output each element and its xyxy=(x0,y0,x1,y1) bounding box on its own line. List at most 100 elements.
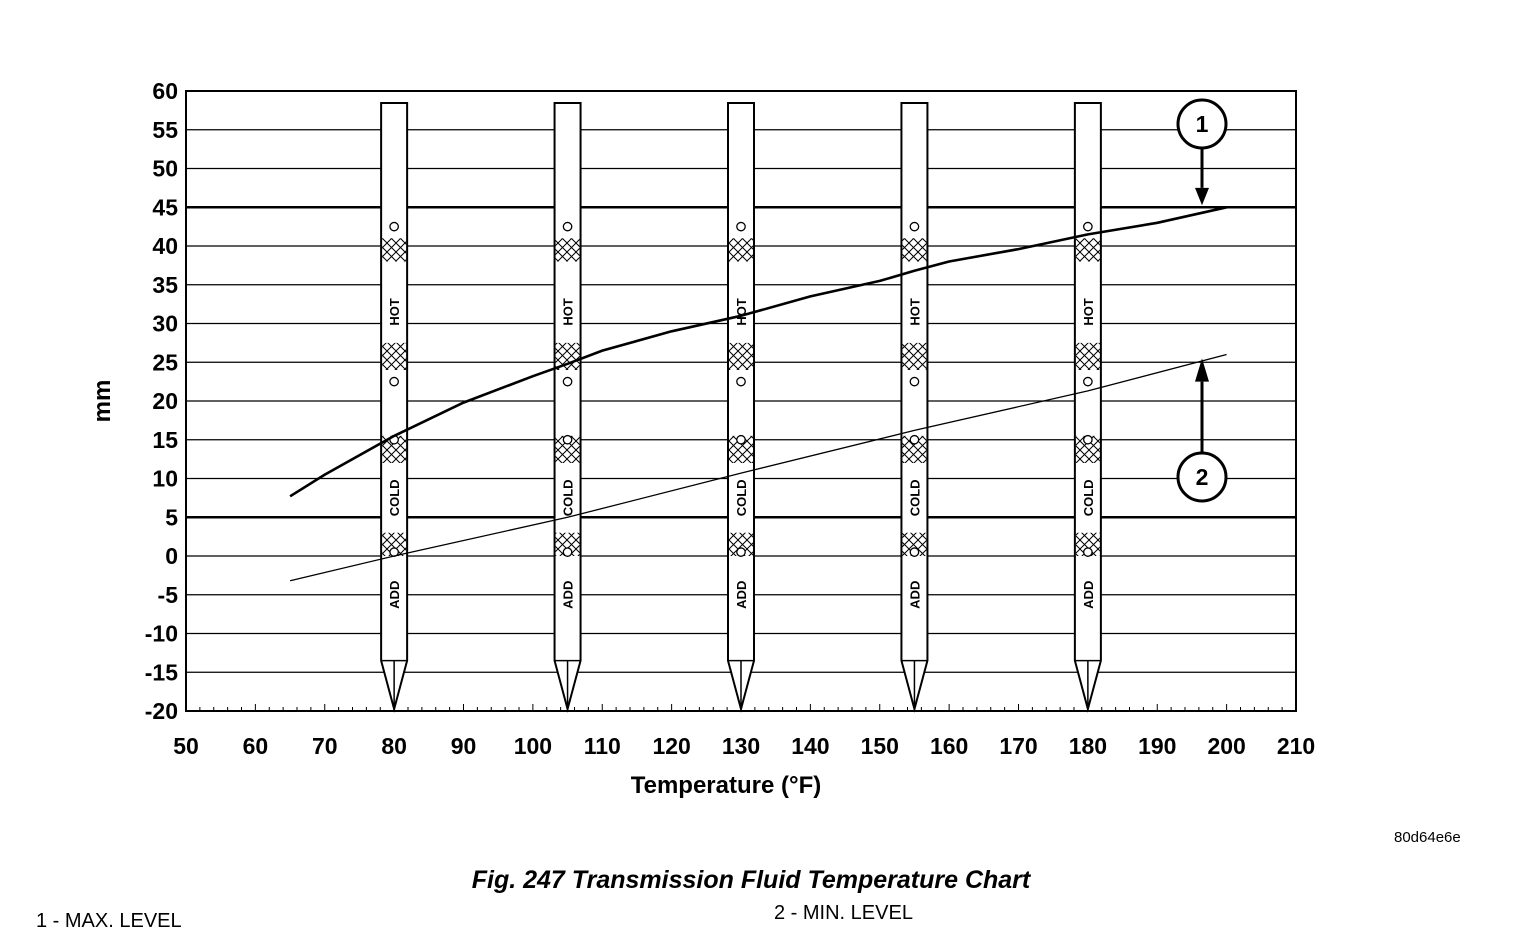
dipstick-cold-label: COLD xyxy=(1081,479,1096,516)
dipstick: ADD COLD HOT xyxy=(900,102,929,713)
x-tick-label: 50 xyxy=(173,733,199,759)
dipstick-hatch xyxy=(729,238,753,262)
dipstick: ADD COLD HOT xyxy=(1073,102,1102,713)
dipstick-hatch xyxy=(902,532,927,556)
y-tick-label: 15 xyxy=(152,427,178,453)
dipstick-add-label: ADD xyxy=(734,581,749,609)
x-tick-label: 90 xyxy=(451,733,477,759)
x-tick-labels: 50 60 70 80 90 100 110 120 130 140 150 160 170 180 190… xyxy=(173,733,1315,759)
dipstick: ADD COLD HOT xyxy=(380,102,409,713)
y-tick-label: 35 xyxy=(152,272,178,298)
dipstick-hole xyxy=(736,547,746,557)
x-tick-label: 210 xyxy=(1277,733,1315,759)
y-tick-label: 10 xyxy=(152,466,178,492)
dipstick-hatch xyxy=(729,532,753,556)
y-tick-label: -20 xyxy=(145,698,178,724)
dipstick-hatch xyxy=(555,238,580,262)
x-tick-label: 120 xyxy=(652,733,690,759)
dipstick-hole xyxy=(909,547,920,557)
y-tick-label: -5 xyxy=(158,582,179,608)
callout-1-arrow-head xyxy=(1195,187,1209,206)
dipstick-add-label: ADD xyxy=(387,581,402,609)
dipstick-add-label: ADD xyxy=(1081,581,1096,609)
dipstick-hatch xyxy=(729,342,753,370)
dipstick-hole xyxy=(909,434,920,445)
x-tick-label: 100 xyxy=(514,733,552,759)
dipstick-add-label: ADD xyxy=(561,581,576,609)
x-tick-label: 150 xyxy=(861,733,899,759)
x-tick-label: 180 xyxy=(1069,733,1107,759)
dipstick-hole xyxy=(736,221,746,232)
y-axis-title: mm xyxy=(89,380,116,423)
dipstick-hole xyxy=(1083,221,1093,232)
x-tick-label: 200 xyxy=(1207,733,1245,759)
dipstick: ADD COLD HOT xyxy=(553,102,582,713)
y-tick-label: 50 xyxy=(152,156,178,182)
callout-2: 2 xyxy=(1176,358,1228,503)
x-tick-label: 190 xyxy=(1138,733,1176,759)
callout-2-arrow-head xyxy=(1195,358,1209,382)
y-tick-label: 40 xyxy=(152,233,178,259)
x-tick-label: 80 xyxy=(381,733,407,759)
legend-max-level: 1 - MAX. LEVEL xyxy=(36,910,182,932)
dipstick-hatch xyxy=(1075,342,1100,370)
dipstick-hole xyxy=(736,376,746,387)
callout-1-label: 1 xyxy=(1196,111,1209,137)
dipstick-hole xyxy=(562,547,573,557)
legend-min-level: 2 - MIN. LEVEL xyxy=(774,902,913,924)
x-tick-label: 60 xyxy=(243,733,269,759)
dipstick-cold-label: COLD xyxy=(387,479,402,516)
y-tick-label: -15 xyxy=(145,659,178,685)
dipstick-body xyxy=(727,102,755,713)
dipstick-hole xyxy=(389,221,399,232)
dipstick-cold-label: COLD xyxy=(734,479,749,516)
dipstick-body xyxy=(900,102,929,713)
dipstick-hole xyxy=(562,221,573,232)
y-tick-label: 25 xyxy=(152,349,178,375)
dipstick-hatch xyxy=(902,342,927,370)
dipstick-hatch xyxy=(382,532,407,556)
dipstick-hole xyxy=(1083,376,1093,387)
x-minor-ticks xyxy=(199,704,1283,711)
dipstick-hole xyxy=(1083,434,1093,445)
dipstick-hole xyxy=(562,376,573,387)
dipstick-hot-label: HOT xyxy=(907,298,922,326)
dipstick: ADD COLD HOT xyxy=(727,102,755,713)
dipstick-hole xyxy=(389,376,399,387)
dipstick-hatch xyxy=(555,532,580,556)
max-level-curve xyxy=(289,206,1227,498)
dipstick-body xyxy=(553,102,582,713)
dipstick-hole xyxy=(736,434,746,445)
dipstick-hot-label: HOT xyxy=(387,298,402,326)
dipstick-body xyxy=(1073,102,1102,713)
dipstick-hole xyxy=(909,221,920,232)
callout-2-label: 2 xyxy=(1196,464,1209,490)
dipstick-hole xyxy=(1083,547,1093,557)
callout-1: 1 xyxy=(1176,98,1228,206)
x-tick-label: 70 xyxy=(312,733,338,759)
x-tick-label: 130 xyxy=(722,733,760,759)
x-tick-label: 140 xyxy=(791,733,829,759)
dipstick-hole xyxy=(562,434,573,445)
figure-caption: Fig. 247 Transmission Fluid Temperature … xyxy=(471,866,1031,894)
dipstick-cold-label: COLD xyxy=(561,479,576,516)
dipstick-hot-label: HOT xyxy=(734,298,749,326)
y-tick-label: 5 xyxy=(165,504,178,530)
x-axis-title: Temperature (°F) xyxy=(631,772,822,799)
dipsticks: ADD COLD HOT ADD COLD HOT ADD COLD HOT ADD COLD HOT… xyxy=(380,102,1102,713)
figure-code: 80d64e6e xyxy=(1394,829,1461,846)
dipstick-hatch xyxy=(1075,532,1100,556)
x-tick-label: 160 xyxy=(930,733,968,759)
dipstick-hot-label: HOT xyxy=(561,298,576,326)
dipstick-cold-label: COLD xyxy=(907,479,922,516)
x-tick-label: 170 xyxy=(999,733,1037,759)
dipstick-body xyxy=(380,102,409,713)
dipstick-hole xyxy=(909,376,920,387)
x-tick-label: 110 xyxy=(584,733,621,759)
callouts: 12 xyxy=(1176,98,1228,503)
dipstick-hatch xyxy=(382,238,407,262)
dipstick-hot-label: HOT xyxy=(1081,298,1096,326)
y-tick-label: 55 xyxy=(152,117,178,143)
